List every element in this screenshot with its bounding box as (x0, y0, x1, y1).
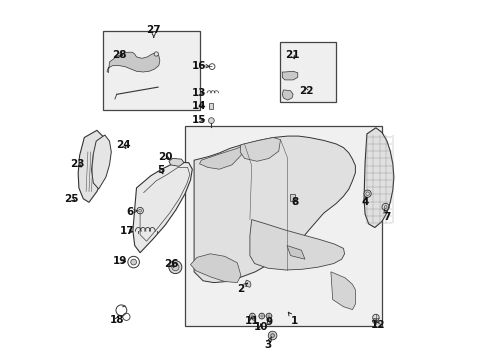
Text: 6: 6 (126, 207, 137, 217)
Circle shape (265, 313, 271, 319)
Circle shape (168, 261, 182, 274)
Polygon shape (168, 158, 183, 166)
Text: 11: 11 (244, 316, 259, 326)
Text: 19: 19 (113, 256, 127, 266)
Text: 21: 21 (284, 50, 299, 60)
Bar (103, 31, 200, 110)
Circle shape (258, 313, 264, 319)
Text: 7: 7 (382, 209, 389, 222)
Polygon shape (199, 145, 244, 169)
Circle shape (270, 334, 274, 337)
Bar (289, 194, 294, 201)
Text: 5: 5 (157, 165, 164, 175)
Circle shape (208, 118, 214, 123)
Text: 12: 12 (370, 320, 384, 330)
Text: 3: 3 (264, 337, 271, 350)
Circle shape (372, 319, 376, 323)
Text: 16: 16 (192, 60, 209, 71)
Text: 14: 14 (191, 101, 205, 111)
Text: 20: 20 (158, 152, 172, 162)
Polygon shape (190, 254, 241, 283)
Text: 22: 22 (299, 86, 313, 96)
Text: 18: 18 (109, 315, 123, 325)
Polygon shape (133, 162, 192, 253)
Circle shape (130, 259, 136, 265)
Circle shape (154, 52, 158, 56)
Circle shape (249, 313, 255, 319)
Text: 17: 17 (120, 226, 135, 236)
Circle shape (372, 314, 378, 321)
Polygon shape (282, 90, 292, 100)
Polygon shape (286, 246, 305, 259)
Text: 13: 13 (191, 88, 205, 98)
Text: 8: 8 (291, 197, 298, 207)
Text: 1: 1 (288, 312, 298, 326)
Circle shape (384, 206, 386, 208)
Polygon shape (363, 128, 393, 228)
Polygon shape (249, 220, 344, 270)
Circle shape (374, 322, 380, 327)
Text: 2: 2 (237, 283, 247, 294)
Polygon shape (91, 135, 111, 189)
Circle shape (171, 264, 179, 271)
Bar (279, 42, 335, 102)
Text: 27: 27 (146, 24, 161, 37)
Circle shape (363, 190, 370, 197)
Circle shape (139, 209, 141, 212)
Text: 23: 23 (70, 159, 84, 169)
Polygon shape (282, 71, 297, 80)
Polygon shape (78, 130, 107, 202)
Text: 10: 10 (253, 322, 267, 332)
Circle shape (268, 331, 276, 340)
Bar (185, 126, 382, 326)
Text: 9: 9 (264, 317, 272, 327)
Text: 24: 24 (116, 140, 131, 150)
Text: 15: 15 (191, 114, 205, 125)
Text: 26: 26 (164, 258, 179, 269)
Polygon shape (107, 52, 160, 73)
Polygon shape (194, 136, 355, 283)
Polygon shape (240, 138, 280, 161)
Text: 28: 28 (112, 50, 126, 60)
Text: 25: 25 (64, 194, 79, 204)
Polygon shape (244, 280, 250, 287)
Text: 4: 4 (361, 197, 368, 207)
Polygon shape (330, 272, 355, 310)
Bar (209, 103, 212, 109)
